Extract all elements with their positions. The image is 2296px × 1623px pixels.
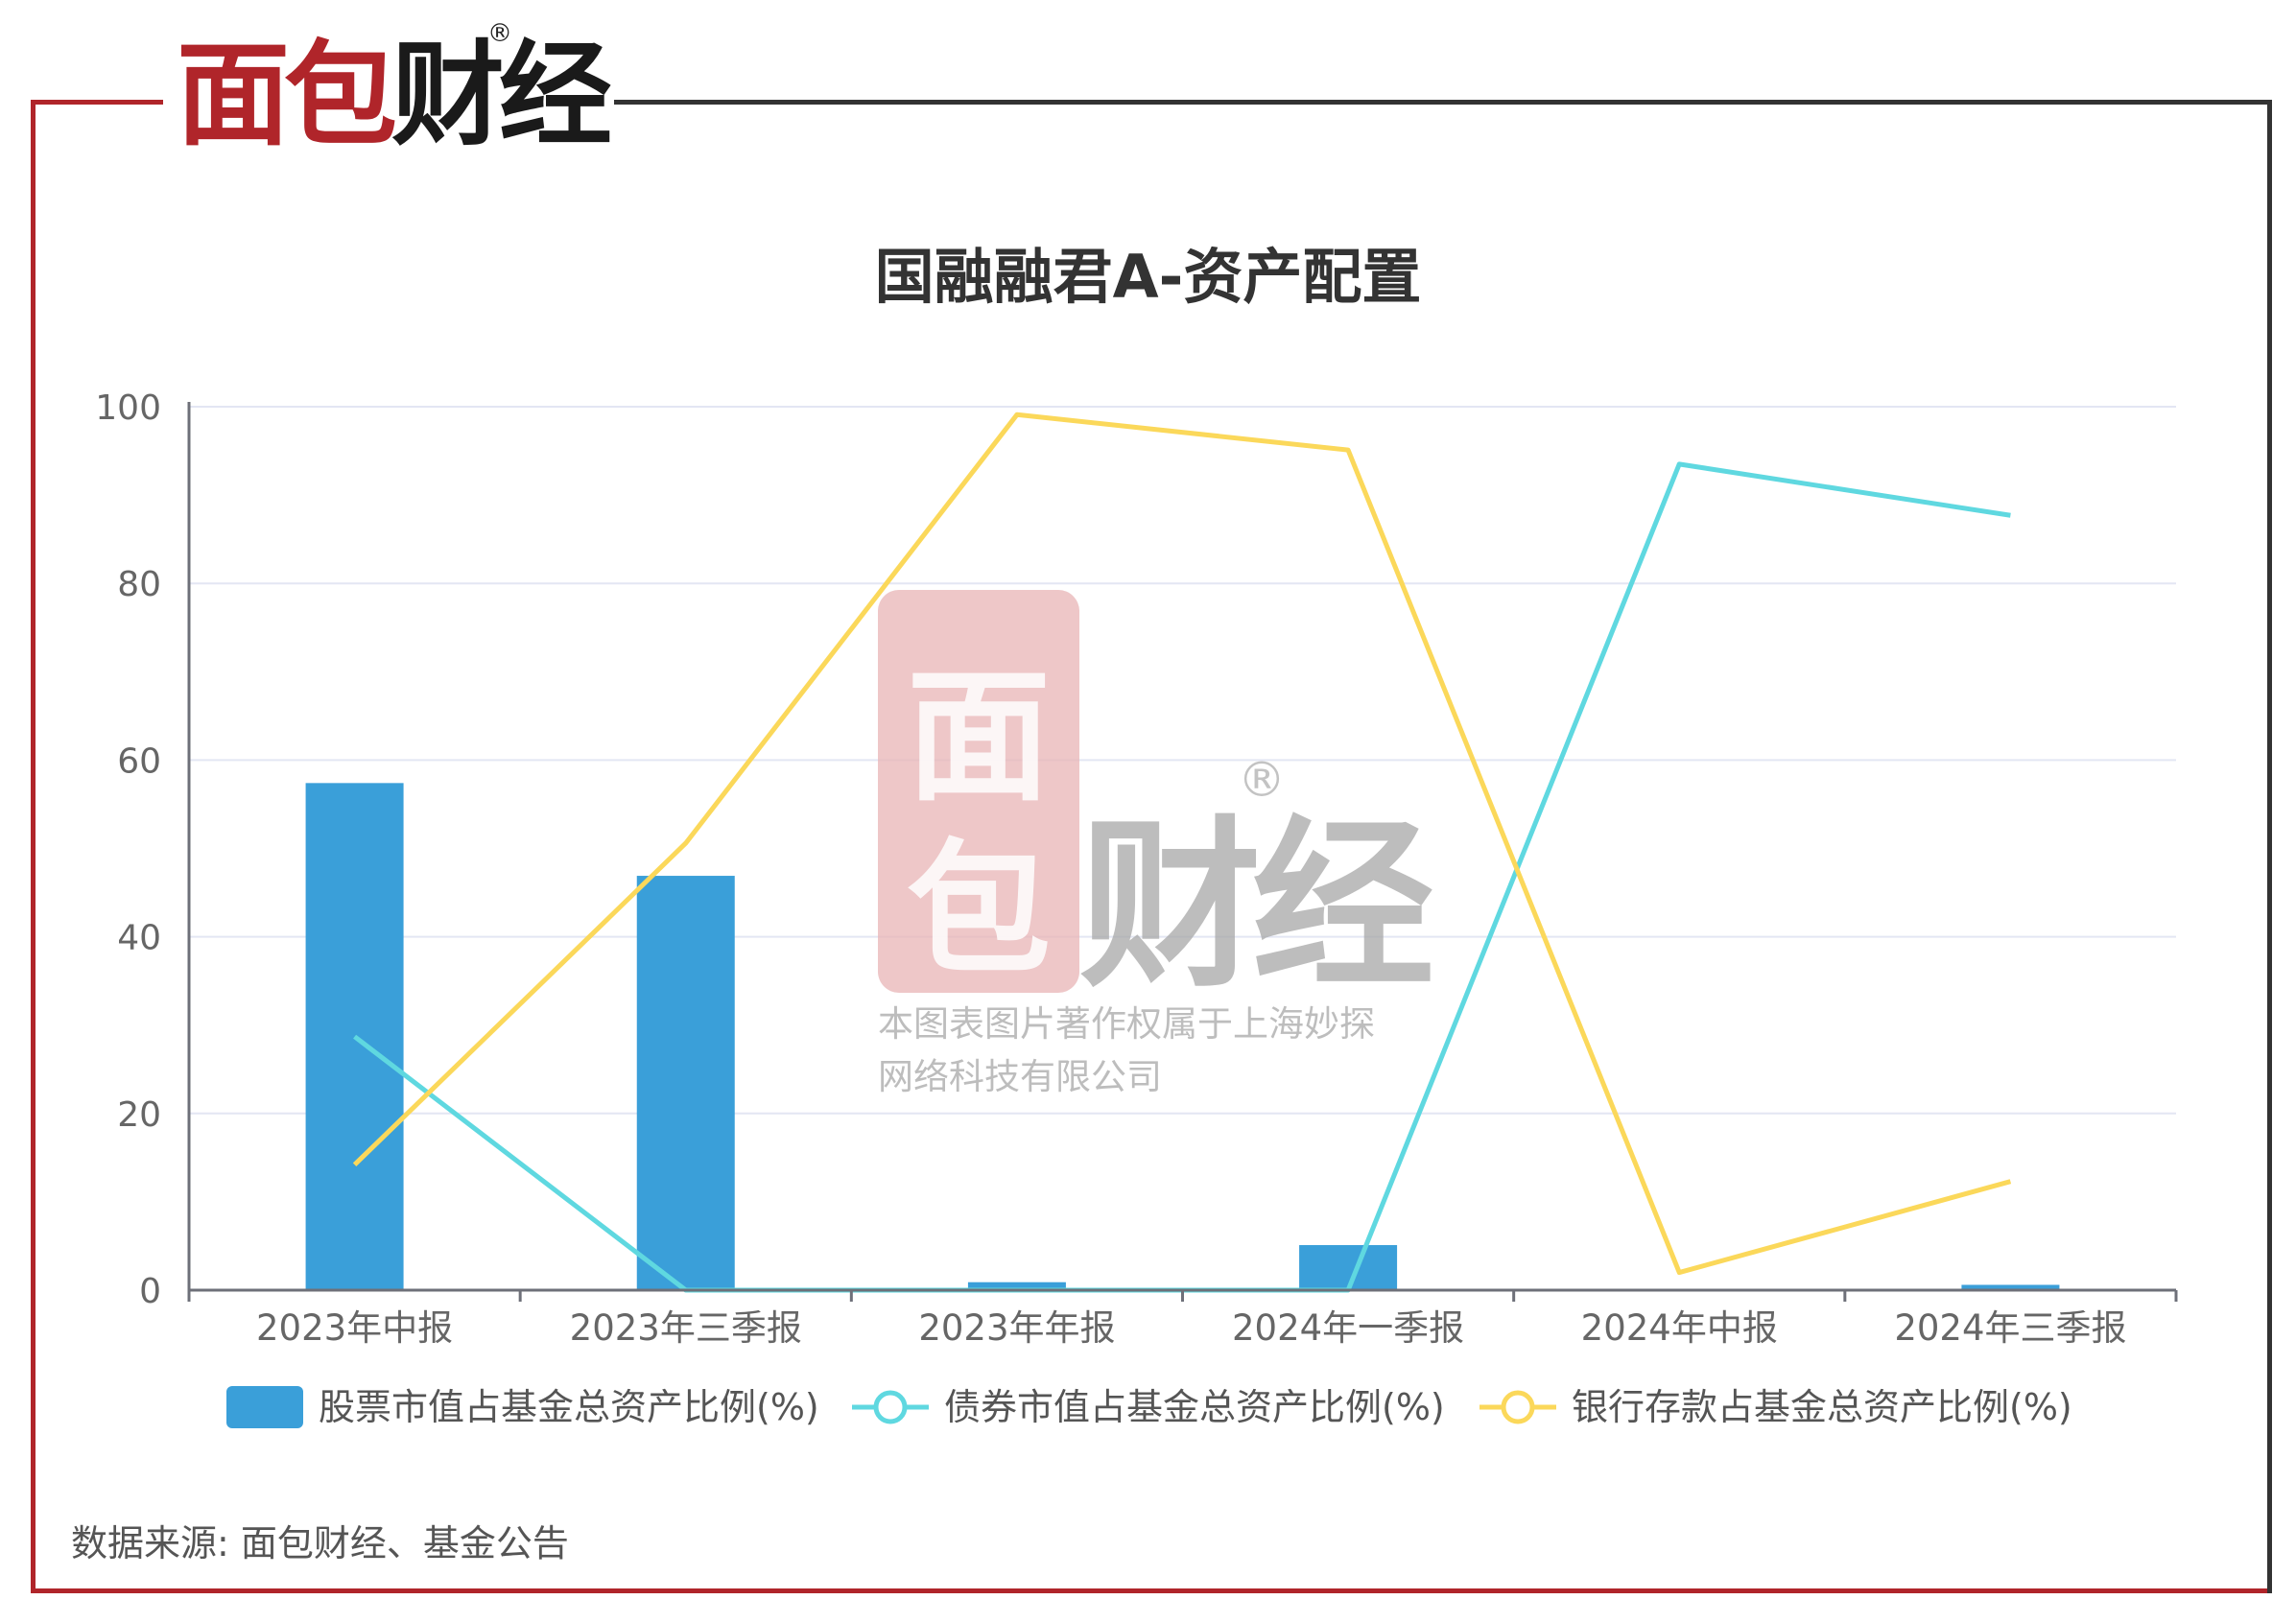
chart-title: 国融融君A-资产配置 — [874, 242, 1422, 312]
frame-top-red-border — [31, 100, 163, 105]
legend-label: 股票市值占基金总资产比例(%) — [319, 1386, 819, 1428]
frame-bottom-border — [31, 1588, 2272, 1593]
y-tick-label: 40 — [117, 919, 161, 958]
y-tick-label: 0 — [139, 1272, 161, 1311]
x-tick-label: 2024年三季报 — [1894, 1307, 2126, 1349]
frame-right-border — [2267, 100, 2272, 1593]
x-tick-label: 2023年年报 — [918, 1307, 1115, 1349]
watermark-logo-tail: 财经 — [1079, 800, 1432, 1012]
watermark-logo-char-1: 面 — [907, 654, 1051, 821]
legend-swatch-bar — [226, 1386, 303, 1428]
legend-swatch-marker — [873, 1390, 908, 1424]
y-tick-label: 100 — [95, 388, 161, 428]
registered-mark: ® — [487, 19, 512, 48]
legend-swatch-marker — [1501, 1390, 1535, 1424]
x-tick-label: 2024年一季报 — [1232, 1307, 1464, 1349]
x-tick-label: 2023年三季报 — [570, 1307, 802, 1349]
y-tick-label: 80 — [117, 565, 161, 604]
frame-top-dark-border — [614, 100, 2272, 105]
watermark-reg-mark: ® — [1238, 752, 1286, 808]
bar-stock-ratio — [1961, 1284, 2060, 1290]
data-source-note: 数据来源: 面包财经、基金公告 — [71, 1522, 569, 1564]
watermark-logo-char-2: 包 — [907, 827, 1051, 994]
watermark-copyright-line-2: 网络科技有限公司 — [878, 1056, 1162, 1097]
y-tick-label: 60 — [117, 741, 161, 781]
legend-label: 债券市值占基金总资产比例(%) — [944, 1386, 1445, 1428]
bar-stock-ratio — [636, 876, 735, 1290]
watermark-copyright-line-1: 本图表图片著作权属于上海妙探 — [878, 1003, 1375, 1045]
brand-logo: 面包财经 ® — [171, 19, 612, 165]
y-tick-label: 20 — [117, 1095, 161, 1135]
legend-label: 银行存款占基金总资产比例(%) — [1572, 1386, 2072, 1428]
line-bank-deposit-ratio — [352, 412, 2012, 1276]
frame-left-border — [31, 100, 36, 1593]
bar-stock-ratio — [1299, 1245, 1398, 1290]
x-tick-label: 2023年中报 — [256, 1307, 453, 1349]
watermark-logo-block — [878, 590, 1079, 993]
brand-logo-text: 面包财经 — [177, 29, 612, 161]
x-tick-label: 2024年中报 — [1581, 1307, 1778, 1349]
bar-stock-ratio — [967, 1282, 1066, 1290]
